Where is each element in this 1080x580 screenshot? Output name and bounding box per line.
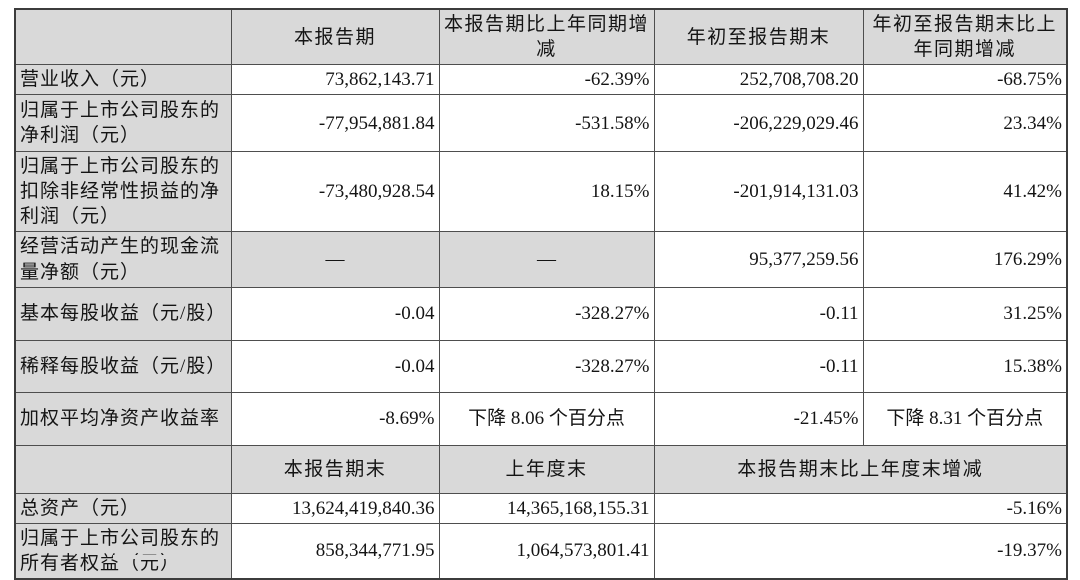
row-label: 加权平均净资产收益率 bbox=[14, 391, 232, 446]
row-total-assets: 总资产（元） 13,624,419,840.36 14,365,168,155.… bbox=[14, 492, 1068, 524]
row-operating-cash-flow: 经营活动产生的现金流量净额（元） — — 95,377,259.56 176.2… bbox=[14, 231, 1068, 288]
cell-value: 73,862,143.71 bbox=[230, 64, 440, 96]
cell-value: 23.34% bbox=[862, 94, 1068, 153]
header-prior-year-end: 上年度末 bbox=[438, 444, 655, 494]
cell-value: 31.25% bbox=[862, 286, 1068, 341]
cell-value: -68.75% bbox=[862, 64, 1068, 96]
cell-value: 13,624,419,840.36 bbox=[230, 492, 440, 524]
header-period-end-change: 本报告期末比上年度末增减 bbox=[653, 444, 1068, 494]
cell-value: 858,344,771.95 bbox=[230, 522, 440, 580]
row-diluted-eps: 稀释每股收益（元/股） -0.04 -328.27% -0.11 15.38% bbox=[14, 339, 1068, 393]
cell-value: 41.42% bbox=[862, 151, 1068, 233]
header-current-period: 本报告期 bbox=[230, 8, 440, 66]
cell-value: 18.15% bbox=[438, 151, 655, 233]
row-label: 归属于上市公司股东的扣除非经常性损益的净利润（元） bbox=[14, 151, 232, 233]
row-net-profit-excl-nonrecurring: 归属于上市公司股东的扣除非经常性损益的净利润（元） -73,480,928.54… bbox=[14, 151, 1068, 233]
financial-summary-page: 本报告期 本报告期比上年同期增减 年初至报告期末 年初至报告期末比上年同期增减 … bbox=[14, 8, 1068, 580]
row-label: 归属于上市公司股东的净利润（元） bbox=[14, 94, 232, 153]
cell-value: 14,365,168,155.31 bbox=[438, 492, 655, 524]
row-weighted-avg-roe: 加权平均净资产收益率 -8.69% 下降 8.06 个百分点 -21.45% 下… bbox=[14, 391, 1068, 446]
cell-value: -0.04 bbox=[230, 286, 440, 341]
row-net-profit-attributable: 归属于上市公司股东的净利润（元） -77,954,881.84 -531.58%… bbox=[14, 94, 1068, 153]
row-label: 稀释每股收益（元/股） bbox=[14, 339, 232, 393]
cell-value: -77,954,881.84 bbox=[230, 94, 440, 153]
cell-value: -8.69% bbox=[230, 391, 440, 446]
financial-summary-table: 本报告期 本报告期比上年同期增减 年初至报告期末 年初至报告期末比上年同期增减 … bbox=[14, 8, 1068, 580]
row-label: 基本每股收益（元/股） bbox=[14, 286, 232, 341]
header-row-period: 本报告期 本报告期比上年同期增减 年初至报告期末 年初至报告期末比上年同期增减 bbox=[14, 8, 1068, 66]
cell-value: -201,914,131.03 bbox=[653, 151, 864, 233]
cell-value: -19.37% bbox=[653, 522, 1068, 580]
cell-dash: — bbox=[230, 231, 440, 288]
row-owners-equity-attributable: 归属于上市公司股东的所有者权益（元） 858,344,771.95 1,064,… bbox=[14, 522, 1068, 580]
cell-value: -0.11 bbox=[653, 339, 864, 393]
header-ytd: 年初至报告期末 bbox=[653, 8, 864, 66]
header-empty-cell bbox=[14, 444, 232, 494]
cell-value: -5.16% bbox=[653, 492, 1068, 524]
cell-value: -328.27% bbox=[438, 339, 655, 393]
cell-value: -206,229,029.46 bbox=[653, 94, 864, 153]
row-label: 归属于上市公司股东的所有者权益（元） bbox=[14, 522, 232, 580]
cell-value: -0.11 bbox=[653, 286, 864, 341]
header-period-yoy-change: 本报告期比上年同期增减 bbox=[438, 8, 655, 66]
cell-dash: — bbox=[438, 231, 655, 288]
header-empty-cell bbox=[14, 8, 232, 66]
cell-value: 下降 8.06 个百分点 bbox=[438, 391, 655, 446]
row-label: 总资产（元） bbox=[14, 492, 232, 524]
cell-value: 95,377,259.56 bbox=[653, 231, 864, 288]
row-basic-eps: 基本每股收益（元/股） -0.04 -328.27% -0.11 31.25% bbox=[14, 286, 1068, 341]
cell-value: 15.38% bbox=[862, 339, 1068, 393]
cell-value: 下降 8.31 个百分点 bbox=[862, 391, 1068, 446]
header-current-period-end: 本报告期末 bbox=[230, 444, 440, 494]
cell-value: -328.27% bbox=[438, 286, 655, 341]
row-label: 经营活动产生的现金流量净额（元） bbox=[14, 231, 232, 288]
cell-value: -531.58% bbox=[438, 94, 655, 153]
header-row-period-end: 本报告期末 上年度末 本报告期末比上年度末增减 bbox=[14, 444, 1068, 494]
cell-value: 252,708,708.20 bbox=[653, 64, 864, 96]
cell-value: -62.39% bbox=[438, 64, 655, 96]
next-row-hint bbox=[113, 555, 216, 559]
cell-value: -73,480,928.54 bbox=[230, 151, 440, 233]
row-operating-revenue: 营业收入（元） 73,862,143.71 -62.39% 252,708,70… bbox=[14, 64, 1068, 96]
row-label: 营业收入（元） bbox=[14, 64, 232, 96]
cell-value: 176.29% bbox=[862, 231, 1068, 288]
cell-value: -21.45% bbox=[653, 391, 864, 446]
cell-value: 1,064,573,801.41 bbox=[438, 522, 655, 580]
cell-value: -0.04 bbox=[230, 339, 440, 393]
header-ytd-yoy-change: 年初至报告期末比上年同期增减 bbox=[862, 8, 1068, 66]
